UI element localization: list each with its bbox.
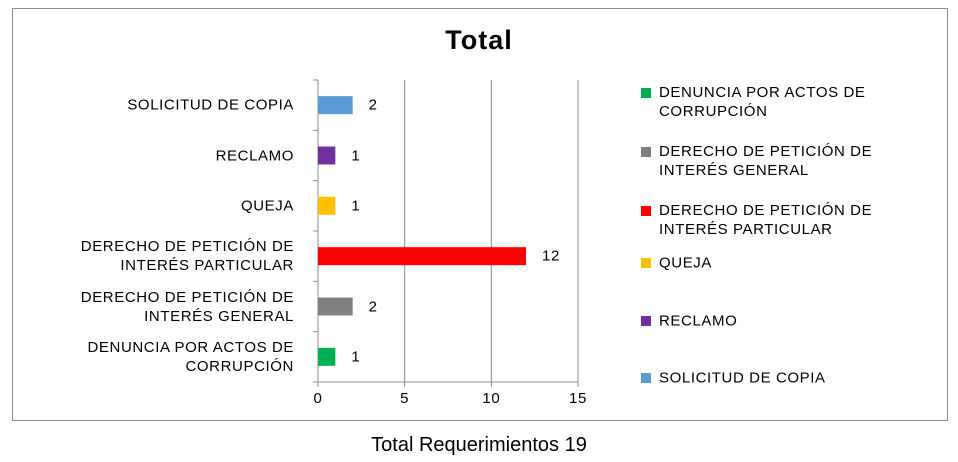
data-label: 1	[351, 348, 361, 366]
y-tick-label: DERECHO DE PETICIÓN DE INTERÉS PARTICULA…	[80, 238, 294, 275]
x-tick-label: 15	[569, 390, 587, 407]
legend-swatch	[641, 258, 651, 268]
bar	[318, 146, 336, 165]
legend-swatch	[641, 206, 651, 216]
x-tick-label: 0	[313, 390, 323, 407]
bar	[318, 96, 353, 115]
chart-title: Total	[445, 25, 513, 55]
data-label: 12	[542, 247, 560, 265]
y-tick-label: DENUNCIA POR ACTOS DE CORRUPCIÓN	[87, 338, 294, 375]
y-tick-label: RECLAMO	[215, 147, 294, 164]
legend-label: RECLAMO	[659, 312, 738, 330]
data-label: 1	[351, 197, 361, 215]
chart-border	[12, 8, 948, 421]
legend-label: SOLICITUD DE COPIA	[659, 369, 826, 387]
legend-label: DENUNCIA POR ACTOS DE CORRUPCIÓN	[659, 84, 866, 120]
bar	[318, 347, 336, 366]
y-tick-label: SOLICITUD DE COPIA	[127, 96, 294, 114]
legend-label: QUEJA	[659, 254, 713, 272]
data-label: 2	[368, 96, 378, 114]
y-tick-label: QUEJA	[240, 197, 294, 215]
legend-label: DERECHO DE PETICIÓN DE INTERÉS GENERAL	[659, 143, 873, 179]
legend-label: DERECHO DE PETICIÓN DE INTERÉS PARTICULA…	[659, 202, 873, 238]
x-tick-label: 5	[400, 390, 410, 407]
data-label: 2	[368, 298, 378, 315]
y-tick-label: DERECHO DE PETICIÓN DE INTERÉS GENERAL	[80, 288, 294, 325]
x-tick-label: 10	[482, 390, 501, 407]
legend-swatch	[641, 316, 651, 326]
data-label: 1	[351, 147, 361, 164]
legend-swatch	[641, 147, 651, 157]
bar	[318, 297, 353, 316]
bar	[318, 196, 336, 215]
caption: Total Requerimientos 19	[371, 434, 587, 456]
legend-swatch	[641, 373, 651, 383]
bar	[318, 247, 526, 266]
legend-swatch	[641, 88, 651, 98]
